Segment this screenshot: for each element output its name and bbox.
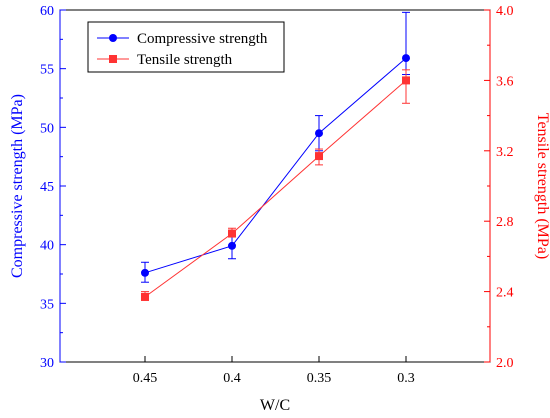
data-point-compressive <box>315 129 323 138</box>
data-point-compressive <box>141 268 149 277</box>
y-left-tick-label: 45 <box>40 180 54 195</box>
y-right-tick-label: 3.6 <box>496 74 514 89</box>
y-left-tick-label: 55 <box>40 63 54 78</box>
legend: Compressive strength Tensile strength <box>87 21 285 73</box>
series-line-compressive <box>144 57 407 274</box>
y-right-tick-label: 4.0 <box>496 4 514 19</box>
data-point-tensile <box>228 229 236 238</box>
legend-marker-tensile <box>109 55 117 63</box>
y-axis-left-title: Compressive strength (MPa) <box>9 94 26 278</box>
y-left-tick-label: 30 <box>40 356 54 371</box>
legend-box <box>87 21 285 73</box>
y-left-tick-label: 35 <box>40 297 54 312</box>
legend-label-tensile: Tensile strength <box>137 52 233 68</box>
y-right-tick-label: 2.4 <box>496 286 514 301</box>
y-left-tick-label: 40 <box>40 239 54 254</box>
x-tick-label: 0.45 <box>133 371 158 386</box>
legend-marker-compressive <box>109 34 117 42</box>
x-axis-title: W/C <box>260 397 290 414</box>
y-right-tick-label: 2.0 <box>496 356 514 371</box>
x-tick-label: 0.3 <box>397 371 415 386</box>
x-tick-label: 0.4 <box>223 371 241 386</box>
y-right-tick-label: 3.2 <box>496 145 514 160</box>
y-left-tick-label: 60 <box>40 4 54 19</box>
data-point-compressive <box>228 241 236 250</box>
data-point-tensile <box>402 76 410 85</box>
y-axis-right-title: Tensile strength (MPa) <box>534 113 550 259</box>
data-point-compressive <box>402 54 410 63</box>
series-line-tensile <box>144 80 407 298</box>
data-point-tensile <box>141 292 149 301</box>
data-point-tensile <box>315 152 323 161</box>
legend-label-compressive: Compressive strength <box>137 31 268 47</box>
y-left-tick-label: 50 <box>40 121 54 136</box>
x-tick-label: 0.35 <box>307 371 332 386</box>
y-right-tick-label: 2.8 <box>496 215 514 230</box>
